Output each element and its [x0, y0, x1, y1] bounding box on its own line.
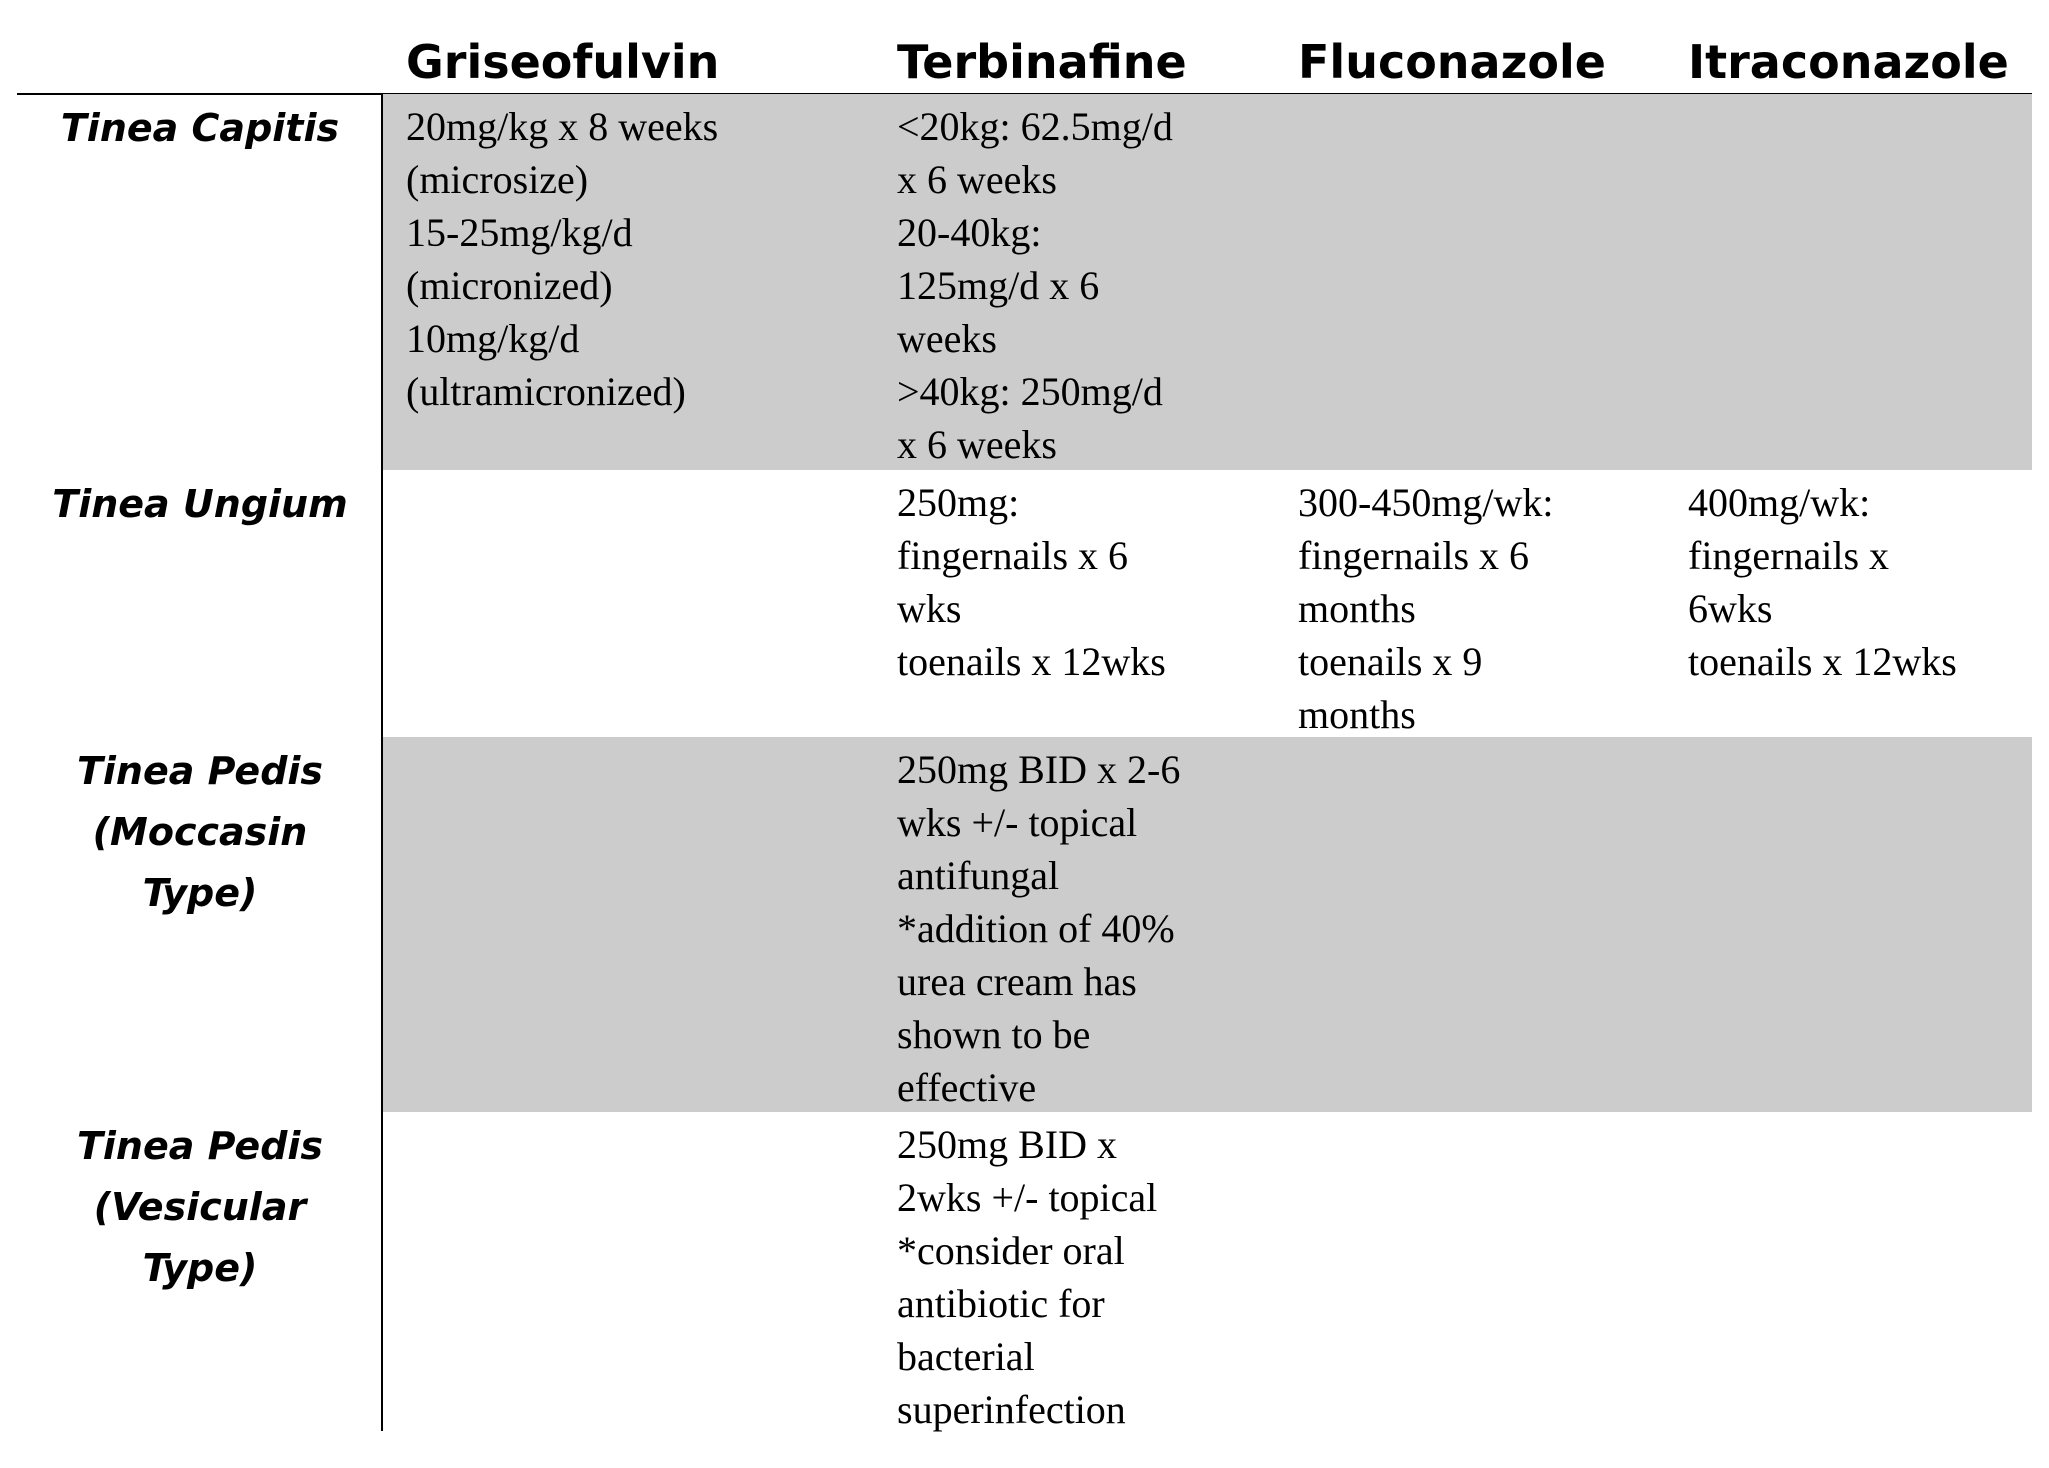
row-label-line: (Moccasin: [92, 810, 308, 854]
cell-line: urea cream has: [897, 959, 1137, 1004]
row-label-line: Tinea Pedis: [76, 1124, 324, 1168]
cell-line: 15-25mg/kg/d: [406, 210, 633, 255]
cell-line: 20-40kg:: [897, 210, 1042, 255]
row-label-line: Type): [142, 871, 258, 915]
table-cell: 20mg/kg x 8 weeks (microsize) 15-25mg/kg/d…: [406, 100, 718, 418]
label-divider: [381, 94, 383, 1431]
cell-line: toenails x 9: [1298, 639, 1483, 684]
cell-line: months: [1298, 586, 1416, 631]
cell-line: *consider oral: [897, 1228, 1125, 1273]
cell-line: fingernails x 6: [897, 533, 1129, 578]
table-cell: <20kg: 62.5mg/d x 6 weeks 20-40kg: 125mg/d …: [897, 100, 1173, 471]
cell-line: x 6 weeks: [897, 157, 1057, 202]
table-cell: 250mg BID x 2wks +/- topical *consider ora…: [897, 1118, 1157, 1436]
cell-line: toenails x 12wks: [1688, 639, 1957, 684]
cell-line: *addition of 40%: [897, 906, 1175, 951]
row-label-line: Tinea Capitis: [60, 106, 340, 150]
cell-line: 2wks +/- topical: [897, 1175, 1158, 1220]
table-cell: 300-450mg/wk: fingernails x 6 months toenai…: [1298, 476, 1554, 741]
cell-line: fingernails x 6: [1298, 533, 1530, 578]
cell-line: 6wks: [1688, 586, 1773, 631]
cell-line: weeks: [897, 316, 997, 361]
cell-line: 250mg:: [897, 480, 1020, 525]
row-label: Tinea Capitis: [0, 98, 400, 159]
row-label-line: Tinea Pedis: [76, 749, 324, 793]
cell-line: toenails x 12wks: [897, 639, 1166, 684]
row-label-line: (Vesicular: [93, 1185, 307, 1229]
cell-line: 400mg/wk:: [1688, 480, 1871, 525]
cell-line: 300-450mg/wk:: [1298, 480, 1554, 525]
cell-line: antifungal: [897, 853, 1060, 898]
column-header: Griseofulvin: [406, 35, 720, 89]
row-label: Tinea Ungium: [0, 474, 400, 535]
row-label-line: Tinea Ungium: [52, 482, 348, 526]
column-header: Terbinafine: [897, 35, 1187, 89]
cell-line: (micronized): [406, 263, 613, 308]
cell-line: <20kg: 62.5mg/d: [897, 104, 1173, 149]
cell-line: 250mg BID x 2-6: [897, 747, 1181, 792]
cell-line: x 6 weeks: [897, 422, 1057, 467]
cell-line: effective: [897, 1065, 1037, 1110]
cell-line: superinfection: [897, 1387, 1126, 1432]
cell-line: 10mg/kg/d: [406, 316, 580, 361]
row-shading: [382, 94, 2032, 470]
cell-line: months: [1298, 692, 1416, 737]
row-label: Tinea Pedis (Moccasin Type): [0, 741, 400, 924]
table-cell: 250mg: fingernails x 6 wks toenails x 12wks: [897, 476, 1166, 688]
row-shading: [382, 737, 2032, 1112]
cell-line: (ultramicronized): [406, 369, 686, 414]
column-header: Itraconazole: [1688, 35, 2009, 89]
cell-line: 20mg/kg x 8 weeks: [406, 104, 719, 149]
cell-line: bacterial: [897, 1334, 1035, 1379]
cell-line: 125mg/d x 6: [897, 263, 1100, 308]
cell-line: 250mg BID x: [897, 1122, 1117, 1167]
table-cell: 400mg/wk: fingernails x 6wks toenails x 12w…: [1688, 476, 1957, 688]
cell-line: wks: [897, 586, 962, 631]
cell-line: >40kg: 250mg/d: [897, 369, 1163, 414]
cell-line: shown to be: [897, 1012, 1091, 1057]
column-header: Fluconazole: [1298, 35, 1606, 89]
row-label-line: Type): [142, 1246, 258, 1290]
cell-line: (microsize): [406, 157, 589, 202]
row-label: Tinea Pedis (Vesicular Type): [0, 1116, 400, 1299]
cell-line: fingernails x: [1688, 533, 1890, 578]
cell-line: wks +/- topical: [897, 800, 1138, 845]
cell-line: antibiotic for: [897, 1281, 1105, 1326]
table-cell: 250mg BID x 2-6 wks +/- topical antifungal…: [897, 743, 1180, 1114]
